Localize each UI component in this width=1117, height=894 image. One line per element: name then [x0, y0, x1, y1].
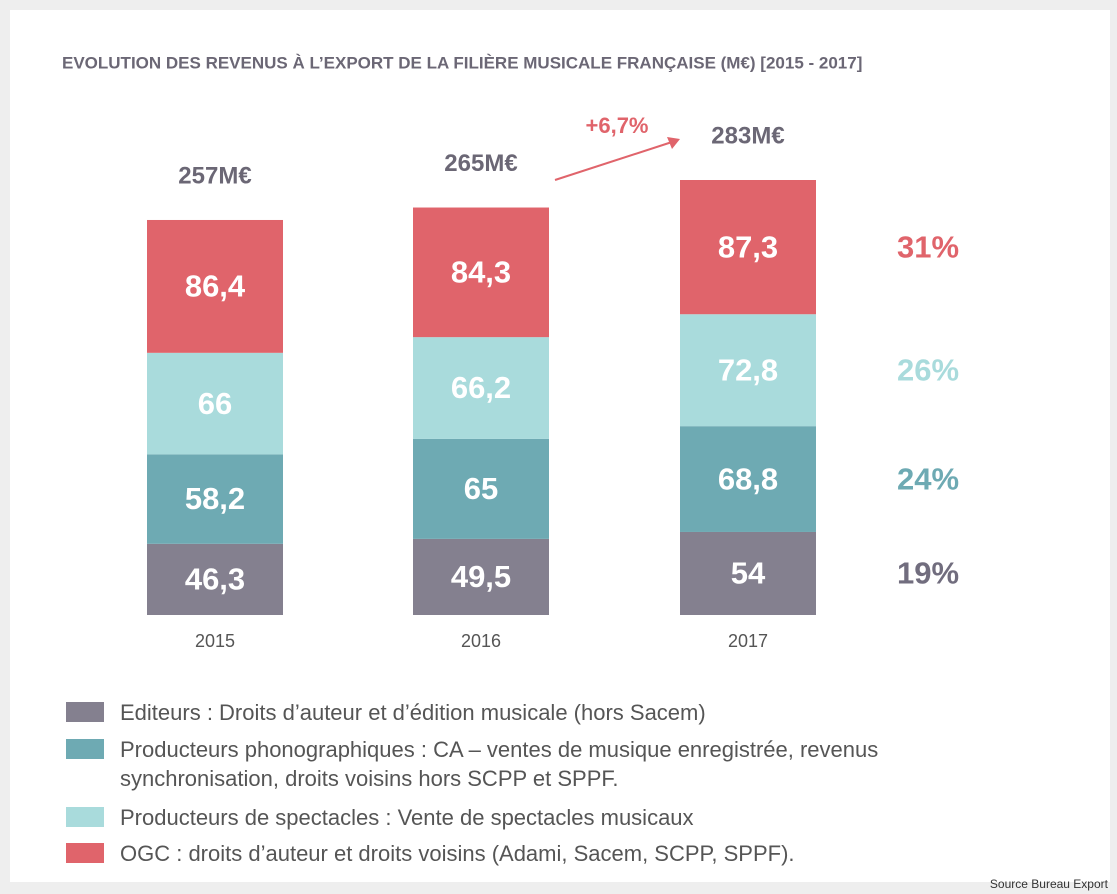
share-label: 19% — [897, 556, 959, 591]
total-label: 257M€ — [178, 162, 251, 189]
legend-swatch — [66, 807, 104, 827]
legend-item: Producteurs de spectacles : Vente de spe… — [66, 803, 966, 832]
arrow-head — [667, 137, 680, 149]
value-label: 65 — [464, 471, 498, 506]
bar-segment — [680, 180, 816, 315]
legend-item: OGC : droits d’auteur et droits voisins … — [66, 839, 966, 868]
annotation: +6,7% — [586, 113, 649, 138]
bar-segment — [413, 438, 549, 539]
legend-item: Editeurs : Droits d’auteur et d’édition … — [66, 698, 966, 727]
bar-segment — [680, 531, 816, 615]
share-label: 31% — [897, 229, 959, 264]
total-label: 283M€ — [711, 122, 784, 149]
legend-swatch — [66, 702, 104, 722]
bar-segment — [413, 538, 549, 615]
value-label: 66 — [198, 386, 232, 421]
value-label: 58,2 — [185, 481, 245, 516]
bar-segment — [413, 337, 549, 439]
bar-segment — [147, 543, 283, 615]
legend-label: Producteurs phonographiques : CA – vente… — [120, 737, 879, 791]
value-label: 68,8 — [718, 461, 778, 496]
share-label: 24% — [897, 461, 959, 496]
value-label: 72,8 — [718, 352, 778, 387]
value-label: 84,3 — [451, 255, 511, 290]
x-tick-label: 2016 — [461, 631, 501, 651]
bar-segment — [147, 219, 283, 353]
legend-swatch — [66, 843, 104, 863]
value-label: 66,2 — [451, 370, 511, 405]
share-label: 26% — [897, 352, 959, 387]
bar-segment — [147, 352, 283, 455]
value-label: 46,3 — [185, 562, 245, 597]
bar-segment — [680, 314, 816, 427]
value-label: 49,5 — [451, 559, 511, 594]
legend-item: Producteurs phonographiques : CA – vente… — [66, 735, 966, 793]
value-label: 87,3 — [718, 229, 778, 264]
bar-segment — [147, 454, 283, 544]
legend-label: Producteurs de spectacles : Vente de spe… — [120, 805, 694, 830]
legend-label: OGC : droits d’auteur et droits voisins … — [120, 841, 795, 866]
legend-label: Editeurs : Droits d’auteur et d’édition … — [120, 700, 706, 725]
x-tick-label: 2015 — [195, 631, 235, 651]
value-label: 86,4 — [185, 269, 246, 304]
bar-segment — [413, 207, 549, 338]
legend-swatch — [66, 739, 104, 759]
chart-title: EVOLUTION DES REVENUS À L’EXPORT DE LA F… — [62, 53, 862, 72]
arrow — [554, 141, 673, 181]
source: Source Bureau Export — [990, 877, 1109, 891]
bar-segment — [680, 426, 816, 532]
value-label: 54 — [731, 556, 766, 591]
total-label: 265M€ — [444, 150, 517, 177]
x-tick-label: 2017 — [728, 631, 768, 651]
